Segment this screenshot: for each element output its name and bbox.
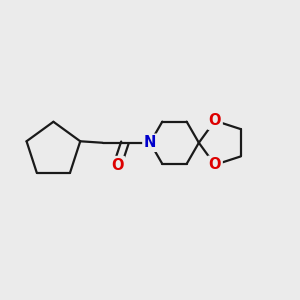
Text: N: N	[144, 135, 156, 150]
Text: O: O	[111, 158, 124, 172]
Text: O: O	[208, 113, 221, 128]
Text: O: O	[208, 157, 221, 172]
